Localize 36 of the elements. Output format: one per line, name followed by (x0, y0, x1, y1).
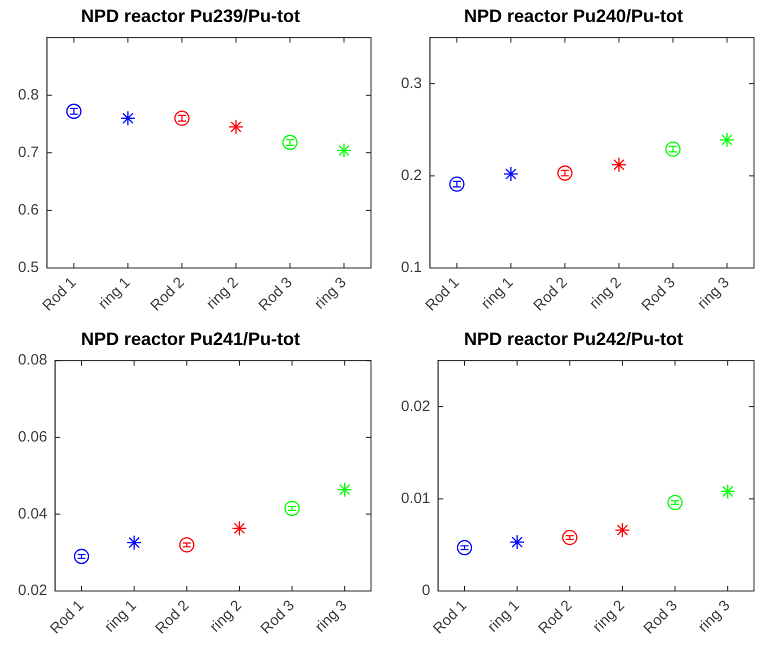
chart-title: NPD reactor Pu242/Pu-tot (464, 328, 684, 349)
y-tick-label: 0.02 (18, 582, 48, 600)
y-tick-label: 0.06 (18, 428, 48, 446)
x-tick-label: Rod 3 (257, 597, 298, 638)
y-tick-label: 0.7 (18, 144, 39, 161)
y-tick-label: 0.5 (18, 259, 39, 276)
y-tick-label: 0 (422, 582, 430, 600)
y-tick-label: 0.02 (400, 398, 430, 415)
x-tick-label: ring 2 (590, 597, 628, 636)
y-tick-label: 0.1 (400, 259, 422, 276)
y-tick-label: 0.08 (18, 352, 48, 369)
x-tick-label: ring 2 (203, 274, 242, 313)
x-tick-label: Rod 3 (638, 274, 679, 314)
y-tick-label: 0.01 (400, 490, 430, 507)
chart-title: NPD reactor Pu240/Pu-tot (464, 6, 684, 26)
x-tick-label: ring 1 (484, 597, 523, 636)
x-tick-label: Rod 1 (430, 597, 470, 638)
x-tick-label: ring 2 (586, 274, 625, 313)
x-tick-label: ring 3 (312, 597, 350, 636)
x-tick-label: ring 1 (95, 274, 134, 313)
x-tick-label: Rod 3 (255, 274, 296, 314)
y-tick-label: 0.6 (18, 202, 39, 219)
x-tick-label: ring 3 (311, 274, 350, 313)
x-tick-label: ring 3 (694, 597, 734, 636)
y-tick-label: 0.2 (400, 166, 422, 184)
chart-title: NPD reactor Pu241/Pu-tot (80, 328, 300, 349)
y-tick-label: 0.3 (400, 74, 422, 92)
y-tick-label: 0.04 (18, 505, 48, 522)
x-tick-label: ring 1 (478, 274, 517, 313)
x-tick-label: ring 3 (694, 274, 733, 313)
x-tick-label: ring 2 (206, 597, 246, 636)
chart-title: NPD reactor Pu239/Pu-tot (80, 6, 300, 26)
x-tick-label: ring 1 (101, 597, 140, 636)
x-tick-label: Rod 1 (46, 597, 88, 638)
x-tick-label: Rod 3 (640, 597, 681, 638)
y-tick-label: 0.8 (18, 86, 39, 104)
